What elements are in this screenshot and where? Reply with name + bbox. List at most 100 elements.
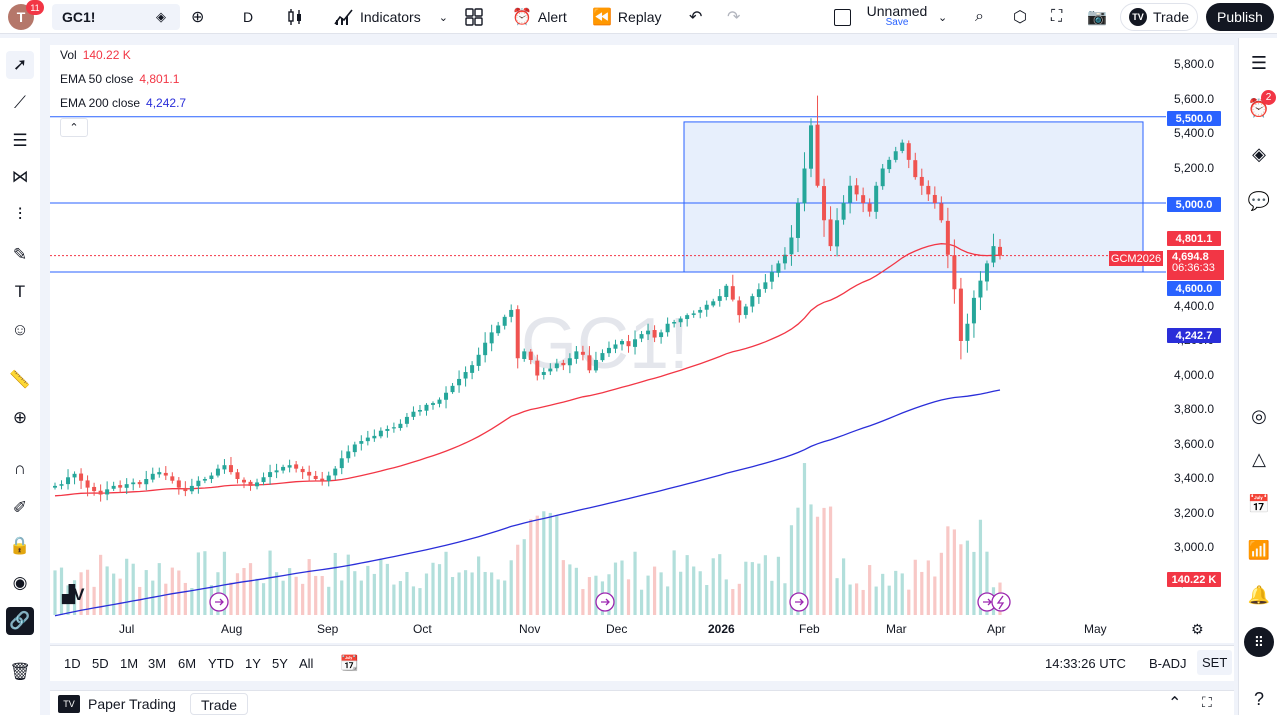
panel-trade-button[interactable]: Trade [190,693,249,715]
layouts-button[interactable] [465,4,483,30]
range-ytd[interactable]: YTD [208,656,234,671]
text-icon[interactable]: T [14,282,26,301]
top-toolbar: T 11 GC1! ◈ ⊕ D Indicators ⌄ ⏰ Alert ⏪ R… [0,0,1277,34]
volume-bar [639,589,644,615]
paper-trading-tab[interactable]: TV Paper Trading [58,695,176,713]
trash-icon[interactable]: 🗑 [9,662,31,681]
collapse-legend-button[interactable]: ⌃ [60,118,88,137]
indicators-button[interactable]: Indicators ⌄ [334,4,448,30]
volume-bar [776,556,781,615]
settings-button[interactable]: ⬡ [1013,4,1027,30]
candle-body [991,246,996,263]
pencil-lock-icon[interactable]: ✐ [12,498,28,517]
auto-scale-button[interactable]: ⚙ [1191,621,1204,638]
ruler-icon[interactable]: 📏 [9,370,31,389]
help-icon[interactable]: ? [1253,688,1264,709]
maximize-panel-button[interactable]: ⛶ [1202,694,1212,711]
volume-bar [274,572,279,615]
chart-type-button[interactable] [286,4,304,30]
range-3m[interactable]: 3M [148,656,167,671]
pattern-icon[interactable]: ⋈ [11,167,29,186]
publish-button[interactable]: Publish [1206,3,1274,31]
replay-button[interactable]: ⏪ Replay [592,4,662,30]
range-6m[interactable]: 6M [178,656,197,671]
projection-icon[interactable]: ⫶ [17,205,23,224]
price-chart[interactable]: GC1! [50,45,1234,643]
candles-icon [288,9,301,25]
expand-panel-button[interactable]: ⌃ [1168,693,1181,713]
brush-icon[interactable]: ✎ [12,245,28,264]
volume-bar [659,572,663,615]
chat-icon[interactable]: 💬 [1247,190,1271,211]
lock-icon[interactable]: 🔒 [9,536,31,555]
diamond-icon[interactable]: ◈ [156,9,166,24]
zoom-in-icon[interactable]: ⊕ [12,408,28,427]
redo-button[interactable]: ↷ [727,4,740,30]
range-box[interactable] [683,121,1144,273]
layout-menu-button[interactable]: ⌄ [938,4,947,30]
add-symbol-button[interactable]: ⊕ [191,4,204,30]
magnet-icon[interactable]: ∩ [13,459,27,478]
date-range-button[interactable]: 📆 [340,654,359,672]
adjustment-toggle[interactable]: B-ADJ [1149,656,1187,671]
alert-button[interactable]: ⏰ Alert [512,4,567,30]
legend-ema50[interactable]: EMA 50 close 4,801.1 [60,72,179,86]
candle-body [965,323,970,341]
candle-body [176,480,181,488]
trade-label: Trade [1152,9,1190,25]
range-1m[interactable]: 1M [120,656,139,671]
volume-bar [978,519,983,615]
legend-volume[interactable]: Vol 140.22 K [60,48,131,62]
trade-button[interactable]: TV Trade [1120,3,1198,31]
volume-bar [731,589,735,615]
legend-ema200[interactable]: EMA 200 close 4,242.7 [60,96,186,110]
range-5y[interactable]: 5Y [272,656,288,671]
time-tick: Aug [221,622,243,636]
candle-body [528,351,533,360]
interval-button[interactable]: D [243,4,253,30]
range-all[interactable]: All [299,656,314,671]
candle-body [489,332,494,344]
volume-bar [907,589,911,615]
quick-search-button[interactable]: ⌕ [975,4,984,30]
session-toggle[interactable]: SET [1197,650,1233,675]
eye-icon[interactable]: ◉ [12,573,28,592]
fullscreen-button[interactable]: ⛶ [1051,4,1062,30]
apps-grid-icon[interactable]: ⠿ [1244,627,1274,657]
volume-bar [568,564,572,615]
emoji-icon[interactable]: ☺ [11,320,29,339]
range-5d[interactable]: 5D [92,656,109,671]
layout-name[interactable]: Unnamed Save [866,3,928,28]
range-1d[interactable]: 1D [64,656,81,671]
calendar-icon[interactable]: 📅 [1247,493,1271,514]
undo-button[interactable]: ↶ [689,4,702,30]
dividend-event-icon[interactable] [991,592,1011,612]
volume-bar [431,562,435,615]
range-1y[interactable]: 1Y [245,656,261,671]
symbol-search-input[interactable]: GC1! ◈ [52,4,180,30]
candle-body [359,441,364,444]
candle-body [887,159,892,170]
layout-save-label: Save [885,17,909,28]
volume-bar [705,584,709,615]
clock-display[interactable]: 14:33:26 UTC [1045,656,1126,671]
cursor-icon[interactable]: ➚ [6,51,34,79]
candle-body [659,332,664,338]
volume-bar [457,572,461,615]
bell-icon[interactable]: 🔔 [1247,584,1271,605]
layers-icon[interactable]: ◈ [1252,143,1266,164]
vol-value: 140.22 K [82,48,131,62]
volume-bar [125,558,129,615]
broadcast-icon[interactable]: 📶 [1247,539,1271,560]
link-icon[interactable]: 🔗 [6,607,34,635]
layout-checkbox[interactable] [834,4,851,30]
snapshot-button[interactable]: 📷 [1087,4,1107,30]
ideas-icon[interactable]: △ [1252,448,1266,469]
volume-bar [222,551,227,615]
price-tick: 3,800.0 [1174,402,1215,416]
target-icon[interactable]: ◎ [1251,405,1267,426]
candle-body [620,341,624,345]
fib-retracement-icon[interactable]: ☰ [12,131,28,150]
watchlist-icon[interactable]: ☰ [1250,52,1268,73]
trend-line-icon[interactable]: ⟋ [14,93,26,112]
